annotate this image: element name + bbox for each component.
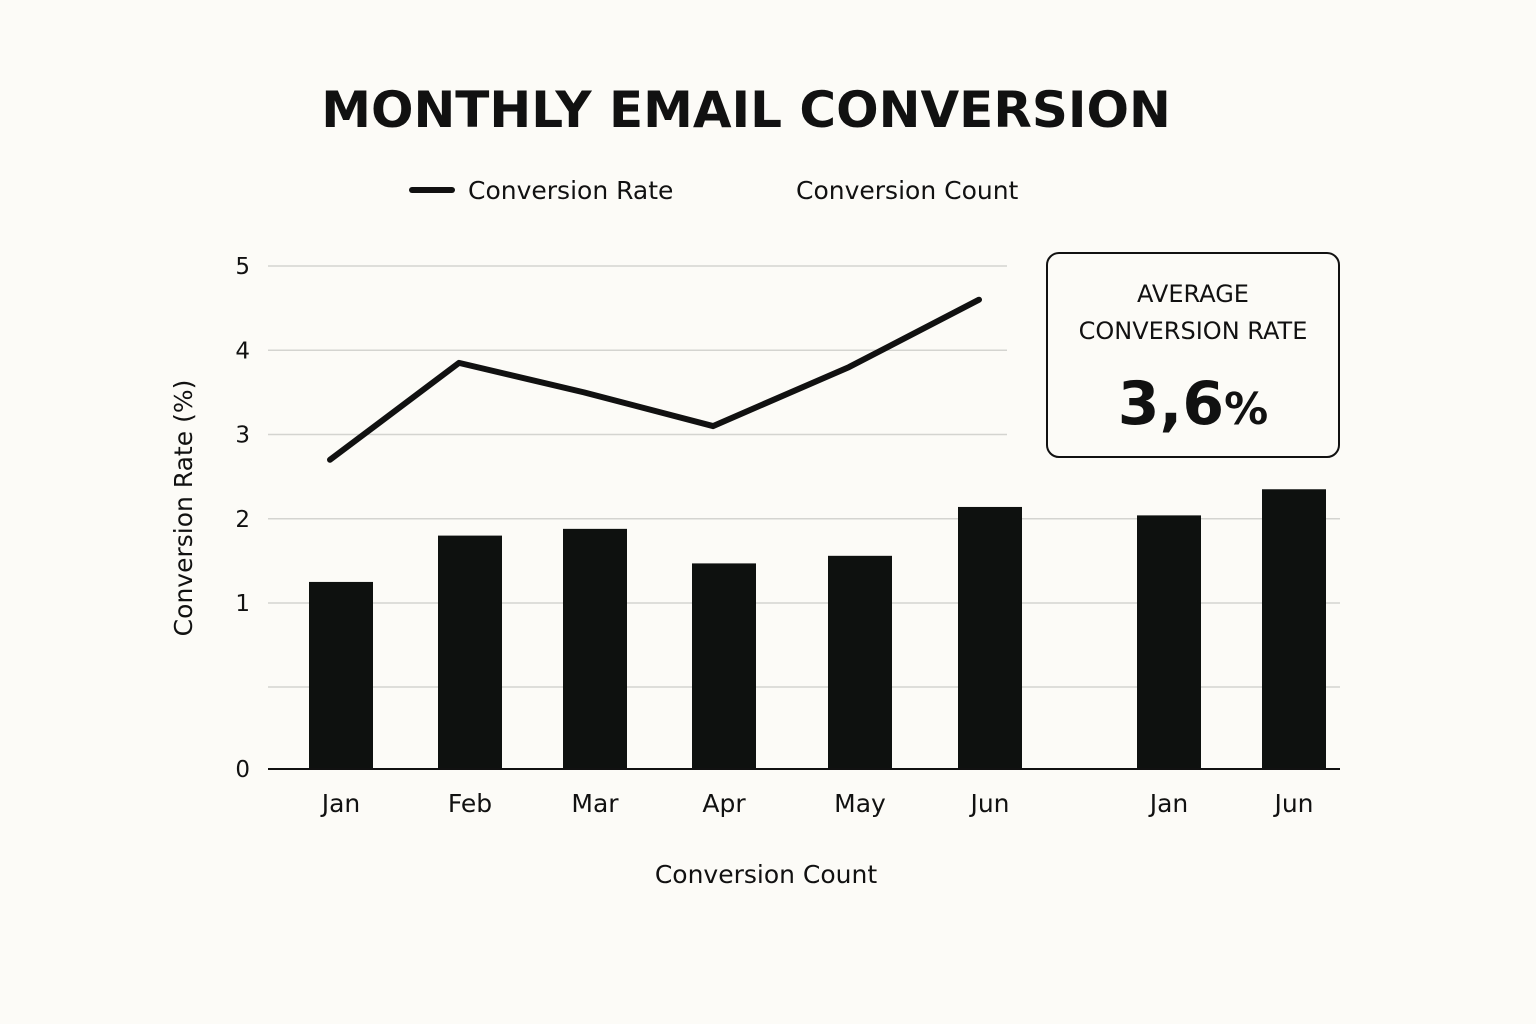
x-tick-label: Feb bbox=[448, 789, 492, 818]
bar bbox=[309, 581, 373, 769]
callout-box bbox=[1046, 252, 1340, 458]
legend: Conversion Rate Conversion Count bbox=[409, 176, 1019, 205]
callout-unit: % bbox=[1224, 384, 1268, 435]
x-axis-ticks: Jan Feb Mar Apr May Jun Jan Jun bbox=[320, 789, 1314, 818]
x-tick-label: May bbox=[834, 789, 886, 818]
callout-label-line2: CONVERSION RATE bbox=[1079, 317, 1308, 345]
bar bbox=[692, 563, 756, 769]
y-tick-label: 2 bbox=[235, 507, 250, 533]
callout-label-line1: AVERAGE bbox=[1137, 280, 1249, 308]
legend-conversion-count: Conversion Count bbox=[796, 176, 1019, 205]
y-tick-label: 4 bbox=[235, 338, 250, 364]
x-tick-label: Mar bbox=[571, 789, 619, 818]
x-tick-label: Jun bbox=[968, 789, 1009, 818]
x-tick-label: Jan bbox=[320, 789, 361, 818]
y-axis-ticks: 5 4 3 2 1 0 bbox=[235, 254, 250, 783]
bar bbox=[438, 535, 502, 769]
y-axis-label: Conversion Rate (%) bbox=[169, 380, 198, 637]
bar bbox=[1137, 515, 1201, 769]
y-tick-label: 3 bbox=[235, 423, 250, 449]
x-axis-label: Conversion Count bbox=[655, 860, 878, 889]
bar-series bbox=[309, 489, 1326, 769]
legend-conversion-rate: Conversion Rate bbox=[468, 176, 673, 205]
average-callout: AVERAGE CONVERSION RATE 3,6% bbox=[1046, 252, 1340, 458]
bar bbox=[828, 555, 892, 769]
y-tick-label: 5 bbox=[235, 254, 250, 280]
bar bbox=[1262, 489, 1326, 769]
x-tick-label: Apr bbox=[702, 789, 746, 818]
y-tick-label: 0 bbox=[235, 757, 250, 783]
x-tick-label: Jan bbox=[1148, 789, 1189, 818]
y-tick-label: 1 bbox=[235, 591, 250, 617]
chart-title: MONTHLY EMAIL CONVERSION bbox=[321, 81, 1171, 139]
bar bbox=[958, 506, 1022, 769]
bar bbox=[563, 528, 627, 769]
conversion-rate-line bbox=[327, 296, 982, 463]
callout-value: 3,6% bbox=[1118, 369, 1268, 439]
x-tick-label: Jun bbox=[1272, 789, 1313, 818]
